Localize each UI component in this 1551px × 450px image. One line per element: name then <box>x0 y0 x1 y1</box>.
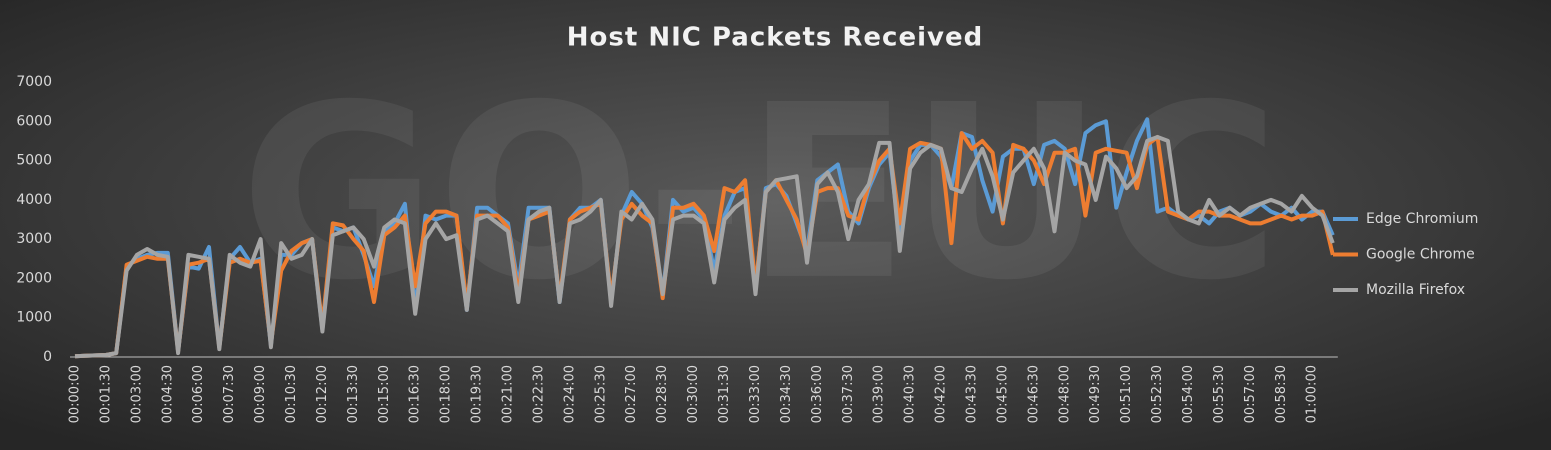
x-tick-label: 00:45:00 <box>995 365 1010 423</box>
y-tick-label: 6000 <box>16 113 52 129</box>
series-line <box>74 131 1335 359</box>
x-tick-label: 00:19:30 <box>470 365 485 423</box>
x-tick-label: 00:12:00 <box>315 365 330 423</box>
y-tick-label: 7000 <box>16 74 52 90</box>
x-tick-label: 00:42:00 <box>934 365 949 423</box>
x-tick-label: 00:09:00 <box>253 365 268 423</box>
x-tick-label: 00:31:30 <box>717 365 732 423</box>
x-tick-label: 00:46:30 <box>1026 365 1041 423</box>
y-tick-label: 5000 <box>16 153 52 169</box>
x-tick-label: 00:13:30 <box>346 365 361 423</box>
x-tick-label: 00:21:00 <box>501 365 516 423</box>
x-tick-label: 00:07:30 <box>222 365 237 423</box>
x-tick-label: 00:24:00 <box>562 365 577 423</box>
x-tick-label: 00:15:00 <box>377 365 392 423</box>
x-tick-label: 00:57:00 <box>1243 365 1258 423</box>
x-tick-label: 00:55:30 <box>1212 365 1227 423</box>
x-tick-label: 00:18:00 <box>439 365 454 423</box>
x-tick-label: 00:01:30 <box>98 365 113 423</box>
x-tick-label: 00:49:30 <box>1088 365 1103 423</box>
x-tick-label: 00:36:00 <box>810 365 825 423</box>
x-tick-label: 00:43:30 <box>964 365 979 423</box>
x-tick-label: 00:03:00 <box>129 365 144 423</box>
x-tick-label: 00:10:30 <box>284 365 299 423</box>
series-line <box>74 135 1335 359</box>
x-tick-label: 00:34:30 <box>779 365 794 423</box>
x-tick-label: 01:00:00 <box>1305 365 1320 423</box>
x-tick-label: 00:22:30 <box>531 365 546 423</box>
y-tick-label: 1000 <box>16 310 52 326</box>
x-tick-label: 00:52:30 <box>1150 365 1165 423</box>
y-tick-label: 0 <box>43 349 52 365</box>
chart-title: Host NIC Packets Received <box>567 23 983 53</box>
x-tick-label: 00:25:30 <box>593 365 608 423</box>
watermark: GO-EUC <box>240 53 1280 333</box>
x-tick-label: 00:39:00 <box>872 365 887 423</box>
x-tick-label: 00:04:30 <box>160 365 175 423</box>
x-tick-label: 00:54:00 <box>1181 365 1196 423</box>
x-tick-label: 00:28:30 <box>655 365 670 423</box>
y-tick-label: 3000 <box>16 231 52 247</box>
legend-label: Edge Chromium <box>1366 211 1478 227</box>
legend-label: Google Chrome <box>1366 247 1475 263</box>
x-tick-label: 00:16:30 <box>408 365 423 423</box>
x-tick-label: 00:37:30 <box>841 365 856 423</box>
y-tick-label: 2000 <box>16 270 52 286</box>
x-tick-label: 00:33:00 <box>748 365 763 423</box>
legend-label: Mozilla Firefox <box>1366 282 1465 298</box>
x-tick-label: 00:30:00 <box>686 365 701 423</box>
y-tick-label: 4000 <box>16 192 52 208</box>
x-tick-label: 00:48:00 <box>1057 365 1072 423</box>
x-tick-label: 00:51:00 <box>1119 365 1134 423</box>
x-tick-label: 00:58:30 <box>1274 365 1289 423</box>
x-tick-label: 00:27:00 <box>624 365 639 423</box>
x-tick-label: 00:00:00 <box>68 365 83 423</box>
x-tick-label: 00:40:30 <box>903 365 918 423</box>
x-tick-label: 00:06:00 <box>191 365 206 423</box>
